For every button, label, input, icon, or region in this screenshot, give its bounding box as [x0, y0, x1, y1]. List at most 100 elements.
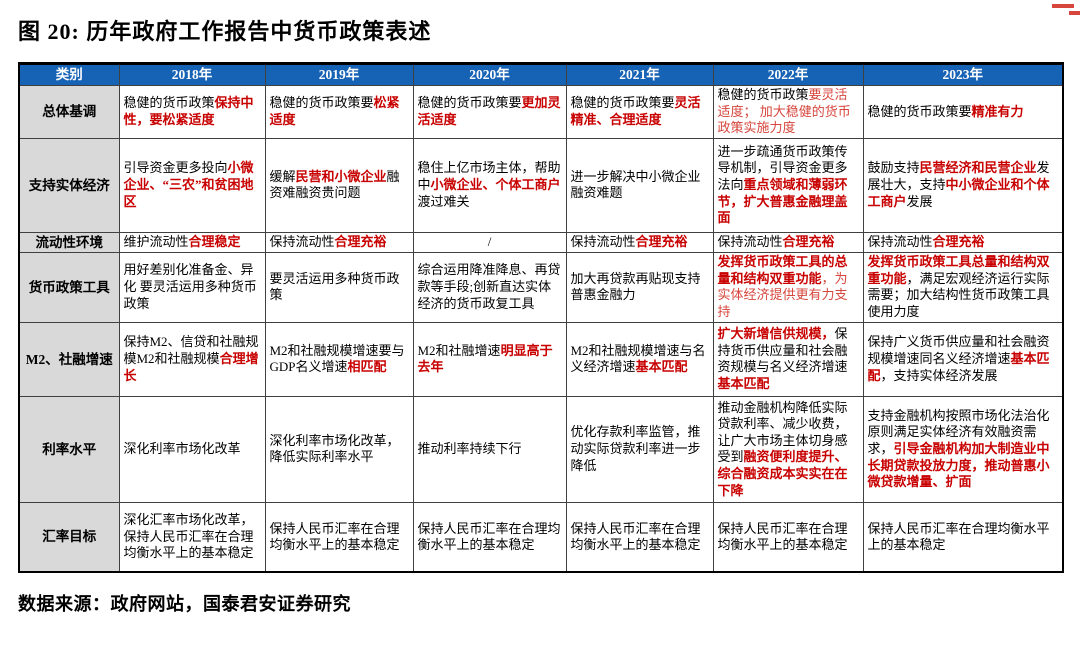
- table-cell: 保持流动性合理充裕: [565, 231, 714, 253]
- text-segment: 加大再贷款再贴现支持普惠金融力: [570, 270, 701, 303]
- table-cell: 保持广义货币供应量和社会融资规模增速同名义经济增速基本匹配，支持实体经济发展: [862, 321, 1064, 397]
- text-segment: 民营和小微企业: [295, 168, 387, 184]
- text-segment: 推动利率持续下行: [417, 441, 522, 457]
- table-row: 货币政策工具 用好差别化准备金、异化 要灵活运用多种货币政策 要灵活运用多种货币政策…: [18, 251, 1064, 323]
- table-cell: 缓解民营和小微企业融资难融资贵问题: [264, 137, 414, 233]
- table-cell: 要灵活运用多种货币政策: [264, 251, 414, 323]
- table-row: M2、社融增速 保持M2、信贷和社融规模M2和社融规模合理增长 M2和社融规模增速要…: [18, 321, 1064, 397]
- table-cell: M2和社融增速明显高于去年: [412, 321, 567, 397]
- text-segment: 引导资金更多投向: [123, 160, 228, 176]
- text-segment: 优化存款利率监管，推动实际贷款利率进一步降低: [570, 424, 701, 473]
- table-row: 利率水平 深化利率市场化改革 深化利率市场化改革，降低实际利率水平 推动利率持续下行 优…: [18, 395, 1064, 503]
- table-cell: 深化利率市场化改革: [118, 395, 266, 503]
- text-segment: 发展壮大，支持: [867, 160, 1050, 193]
- table-cell: 保持流动性合理充裕: [712, 231, 864, 253]
- row-label: 流动性环境: [18, 231, 120, 253]
- text-segment: 融资便利度提升、综合融资成本实实在在下降: [717, 449, 848, 498]
- text-segment: 合理充裕: [932, 234, 985, 250]
- table-cell: 保持人民币汇率在合理均衡水平上的基本稳定: [712, 501, 864, 573]
- text-segment: 稳健的货币政策要: [570, 95, 675, 111]
- text-segment: 保持中性，要松紧适度: [123, 95, 254, 127]
- text-segment: 保持流动性: [717, 234, 783, 250]
- table-cell: 保持人民币汇率在合理均衡水平上的基本稳定: [412, 501, 567, 573]
- column-header-year: 2023年: [862, 63, 1064, 86]
- text-segment: 稳健的货币政策: [123, 95, 215, 111]
- text-segment: 明显高于去年: [417, 342, 553, 375]
- text-segment: 合理充裕: [334, 234, 387, 250]
- table-row: 总体基调 稳健的货币政策保持中性，要松紧适度 稳健的货币政策要松紧适度 稳健的货币政策…: [18, 85, 1064, 139]
- text-segment: 保持人民币汇率在合理均衡水平上的基本稳定: [269, 520, 400, 553]
- text-segment: 保持货币供应量和社会融资规模与名义经济增速: [717, 326, 848, 375]
- text-segment: 保持广义货币供应量和社会融资规模增速同名义经济增速: [867, 334, 1050, 367]
- text-segment: /: [487, 234, 492, 250]
- table-cell: 保持流动性合理充裕: [862, 231, 1064, 253]
- table-row: 汇率目标 深化汇率市场化改革，保持人民币汇率在合理均衡水平上的基本稳定 保持人民币汇…: [18, 501, 1064, 573]
- column-header-year: 2019年: [264, 63, 414, 86]
- red-corner-mark: [1052, 4, 1074, 8]
- text-segment: 合理稳定: [188, 234, 241, 250]
- table-cell: 稳健的货币政策要灵活精准、合理适度: [565, 85, 714, 139]
- text-segment: 深化利率市场化改革，降低实际利率水平: [269, 432, 400, 465]
- text-segment: 稳住上亿市场主体，帮助中: [417, 160, 561, 193]
- table-cell: 保持人民币汇率在合理均衡水平上的基本稳定: [862, 501, 1064, 573]
- row-label: 总体基调: [18, 85, 120, 139]
- column-header-year: 2020年: [412, 63, 567, 86]
- text-segment: 渡过难关: [417, 193, 470, 209]
- text-segment: 进一步疏通货币政策传导机制，引导资金更多法向: [717, 143, 848, 193]
- table-cell: 优化存款利率监管，推动实际贷款利率进一步降低: [565, 395, 714, 503]
- text-segment: 用好差别化准备金、异化 要灵活运用多种货币政策: [123, 262, 257, 311]
- table-cell: 发挥货币政策工具总量和结构双重功能，满足宏观经济运行实际需要；加大结构性货币政策…: [862, 251, 1064, 323]
- column-header-year: 2022年: [712, 63, 864, 86]
- table-body: 总体基调 稳健的货币政策保持中性，要松紧适度 稳健的货币政策要松紧适度 稳健的货币政策…: [18, 85, 1064, 573]
- table-cell: 维护流动性合理稳定: [118, 231, 266, 253]
- text-segment: 保持人民币汇率在合理均衡水平上的基本稳定: [717, 520, 848, 553]
- text-segment: 支持金融机构按照市场化法治化原则满足实体经济有效融资需求，: [867, 407, 1050, 457]
- text-segment: 深化汇率市场化改革，保持人民币汇率在合理均衡水平上的基本稳定: [123, 512, 254, 561]
- row-label: 利率水平: [18, 395, 120, 503]
- text-segment: 更加灵活适度: [417, 95, 561, 127]
- text-segment: 稳健的货币政策要: [417, 95, 522, 111]
- text-segment: M2和社融规模增速要与GDP名义增速: [269, 342, 405, 375]
- text-segment: 深化利率市场化改革: [123, 441, 241, 457]
- text-segment: 扩大新增信供规模，: [717, 326, 835, 342]
- table-cell: 推动利率持续下行: [412, 395, 567, 503]
- table-cell: 扩大新增信供规模，保持货币供应量和社会融资规模与名义经济增速基本匹配: [712, 321, 864, 397]
- text-segment: ，满足宏观经济运行实际需要；加大结构性货币政策工具使用力度: [867, 270, 1050, 319]
- red-corner-mark: [1069, 11, 1080, 15]
- column-header-year: 2018年: [118, 63, 266, 86]
- text-segment: 保持人民币汇率在合理均衡水平上的基本稳定: [417, 520, 561, 553]
- row-label: M2、社融增速: [18, 321, 120, 397]
- text-segment: 稳健的货币政策要: [269, 95, 374, 111]
- text-segment: 民营经济和民营企业: [919, 160, 1037, 176]
- table-cell: 稳健的货币政策要更加灵活适度: [412, 85, 567, 139]
- text-segment: 进一步解决中小微企业融资难题: [570, 168, 701, 201]
- text-segment: 缓解: [269, 168, 296, 184]
- table-cell: 保持人民币汇率在合理均衡水平上的基本稳定: [565, 501, 714, 573]
- text-segment: M2和社融增速: [417, 342, 501, 358]
- table-row: 流动性环境 维护流动性合理稳定 保持流动性合理充裕 / 保持流动性合理充裕 保持流动性合理…: [18, 231, 1064, 253]
- table-cell: 稳健的货币政策要松紧适度: [264, 85, 414, 139]
- text-segment: 合理充裕: [635, 234, 688, 250]
- text-segment: 基本匹配: [717, 376, 770, 391]
- table-cell: 稳健的货币政策保持中性，要松紧适度: [118, 85, 266, 139]
- table-cell: 稳健的货币政策要灵活适度； 加大稳健的货币政策实施力度: [712, 85, 864, 139]
- text-segment: 松紧适度: [269, 95, 400, 127]
- table-cell: 稳健的货币政策要精准有力: [862, 85, 1064, 139]
- text-segment: ，支持实体经济发展: [880, 367, 998, 383]
- column-header-category: 类别: [18, 63, 120, 86]
- figure-title: 图 20: 历年政府工作报告中货币政策表述: [18, 19, 432, 44]
- text-segment: 保持人民币汇率在合理均衡水平上的基本稳定: [570, 520, 701, 553]
- text-segment: 中小微企业和个体工商户: [867, 177, 1050, 209]
- text-segment: 基本匹配: [635, 359, 688, 375]
- text-segment: 合理充裕: [782, 234, 835, 250]
- text-segment: 合理增长: [123, 351, 259, 383]
- text-segment: 发挥货币政策工具的总量和结构双重功能: [717, 254, 848, 286]
- text-segment: 保持流动性: [269, 234, 335, 250]
- table-cell: /: [412, 231, 567, 253]
- text-segment: 要灵活运用多种货币政策: [269, 270, 400, 303]
- table-cell: 引导资金更多投向小微企业、“三农”和贫困地区: [118, 137, 266, 233]
- text-segment: M2和社融规模增速与名义经济增速: [570, 342, 706, 375]
- row-label: 支持实体经济: [18, 137, 120, 233]
- table-cell: 支持金融机构按照市场化法治化原则满足实体经济有效融资需求，引导金融机构加大制造业…: [862, 395, 1064, 503]
- text-segment: 保持流动性: [570, 234, 636, 250]
